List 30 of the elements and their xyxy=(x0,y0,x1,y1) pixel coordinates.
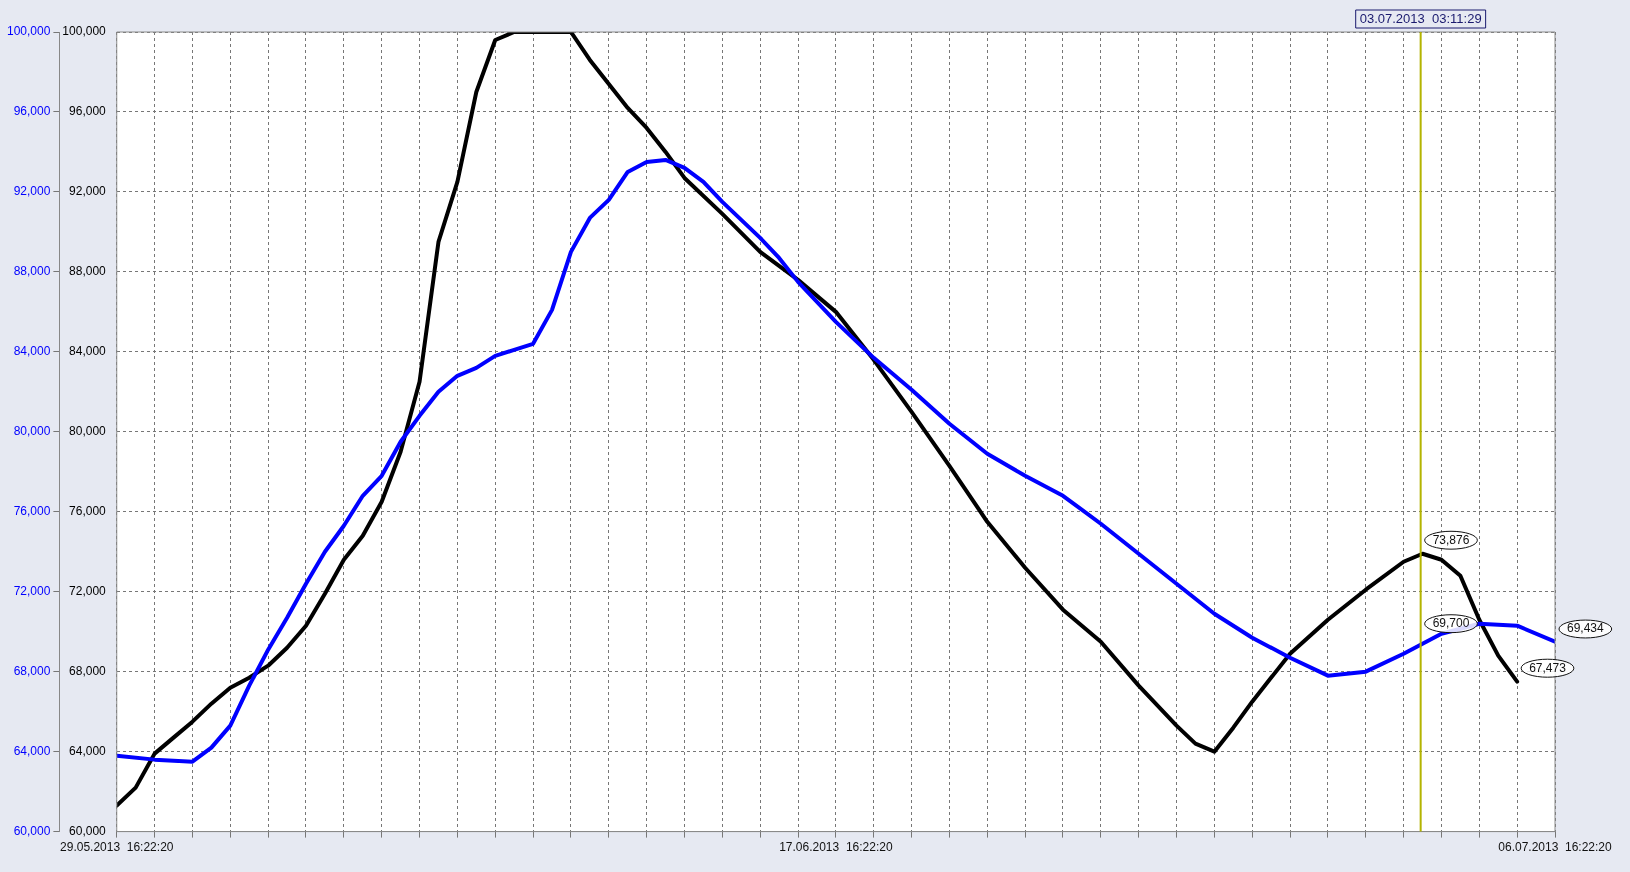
y2-tick-label: 84,000 xyxy=(69,344,107,359)
annotation: 69,434 xyxy=(1567,621,1605,636)
y-tick-label: 88,000 xyxy=(13,264,51,279)
y-tick-label: 76,000 xyxy=(13,504,51,519)
y2-tick-label: 100,000 xyxy=(62,24,107,39)
y2-tick-label: 64,000 xyxy=(69,743,107,758)
x-tick-label: 29.05.2013 16:22:20 xyxy=(60,840,174,855)
y-tick-label: 92,000 xyxy=(13,184,51,199)
y2-tick-label: 60,000 xyxy=(69,823,107,838)
y-tick-label: 80,000 xyxy=(13,424,51,439)
x-tick-label: 17.06.2013 16:22:20 xyxy=(779,840,893,855)
annotation: 67,473 xyxy=(1529,660,1567,675)
annotation: 73,876 xyxy=(1432,532,1470,547)
y-tick-label: 96,000 xyxy=(13,104,51,119)
y-tick-label: 60,000 xyxy=(13,823,51,838)
y2-tick-label: 88,000 xyxy=(69,264,107,279)
annotation: 69,700 xyxy=(1432,616,1470,631)
ref-line-label: 03.07.2013 03:11:29 xyxy=(1359,10,1482,26)
y2-tick-label: 68,000 xyxy=(69,663,107,678)
y2-tick-label: 92,000 xyxy=(69,184,107,199)
y2-tick-label: 96,000 xyxy=(69,104,107,119)
y-tick-label: 68,000 xyxy=(13,663,51,678)
y2-tick-label: 72,000 xyxy=(69,584,107,599)
y2-tick-label: 76,000 xyxy=(69,504,107,519)
y-tick-label: 72,000 xyxy=(13,584,51,599)
y2-tick-label: 80,000 xyxy=(69,424,107,439)
y-tick-label: 84,000 xyxy=(13,344,51,359)
x-tick-label: 06.07.2013 16:22:20 xyxy=(1498,840,1613,855)
y-tick-label: 64,000 xyxy=(13,743,51,758)
y-tick-label: 100,000 xyxy=(6,24,51,39)
